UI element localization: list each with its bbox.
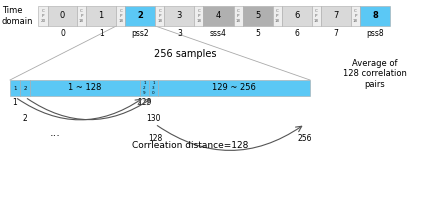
Text: sss4: sss4	[210, 29, 227, 38]
Text: 1: 1	[99, 29, 103, 38]
Text: 8: 8	[372, 11, 378, 20]
Text: 2: 2	[23, 85, 27, 91]
Bar	[125, 6, 155, 26]
Bar	[77, 6, 86, 26]
Text: 3: 3	[177, 11, 182, 20]
Text: 1
3
0: 1 3 0	[152, 81, 155, 95]
Text: C
P
18: C P 18	[118, 9, 123, 23]
Bar	[195, 6, 204, 26]
Text: 256 samples: 256 samples	[154, 49, 216, 59]
Text: 0: 0	[60, 29, 65, 38]
Text: Corrleation distance=128: Corrleation distance=128	[132, 142, 248, 151]
Bar	[149, 80, 158, 96]
Text: 7: 7	[333, 11, 338, 20]
Text: C
P
18: C P 18	[314, 9, 319, 23]
Bar	[351, 6, 360, 26]
Text: C
P
18: C P 18	[353, 9, 358, 23]
Bar	[312, 6, 321, 26]
Text: 130: 130	[146, 114, 161, 123]
Text: Average of
128 correlation
pairs: Average of 128 correlation pairs	[343, 59, 407, 89]
Text: 129: 129	[137, 98, 152, 107]
Text: 128: 128	[148, 134, 162, 143]
Bar	[321, 6, 351, 26]
Bar	[282, 6, 312, 26]
Text: C
P
18: C P 18	[157, 9, 162, 23]
Text: C
P
18: C P 18	[275, 9, 280, 23]
Bar	[20, 80, 30, 96]
Text: 7: 7	[333, 29, 338, 38]
Text: 129 ~ 256: 129 ~ 256	[212, 83, 256, 92]
Text: 6: 6	[294, 11, 299, 20]
Bar	[155, 6, 165, 26]
Text: 5: 5	[255, 11, 260, 20]
Text: Time
domain: Time domain	[2, 6, 33, 26]
Text: 0: 0	[60, 11, 65, 20]
Bar	[48, 6, 77, 26]
Text: C
P
20: C P 20	[40, 9, 46, 23]
Bar	[10, 80, 20, 96]
Text: 1 ~ 128: 1 ~ 128	[68, 83, 102, 92]
Bar	[140, 80, 149, 96]
Text: C
P
18: C P 18	[196, 9, 201, 23]
Text: 6: 6	[294, 29, 299, 38]
Text: 1: 1	[13, 85, 17, 91]
Text: 1: 1	[98, 11, 104, 20]
Bar	[273, 6, 282, 26]
Text: 2: 2	[22, 114, 28, 123]
Text: 2: 2	[137, 11, 143, 20]
Text: ...: ...	[50, 128, 61, 138]
Bar	[116, 6, 125, 26]
Bar	[234, 6, 243, 26]
Text: C
P
18: C P 18	[79, 9, 84, 23]
Bar	[158, 80, 310, 96]
Bar	[86, 6, 116, 26]
Text: 5: 5	[255, 29, 260, 38]
Text: 4: 4	[216, 11, 221, 20]
Text: 256: 256	[298, 134, 312, 143]
Bar	[204, 6, 234, 26]
Bar	[38, 6, 48, 26]
Text: 3: 3	[177, 29, 182, 38]
Text: 1: 1	[13, 98, 17, 107]
Text: pss8: pss8	[366, 29, 384, 38]
Bar	[165, 6, 195, 26]
Bar	[243, 6, 273, 26]
Text: 1
2
9: 1 2 9	[143, 81, 146, 95]
Text: pss2: pss2	[131, 29, 149, 38]
Text: C
P
18: C P 18	[235, 9, 240, 23]
Bar	[30, 80, 140, 96]
Bar	[360, 6, 390, 26]
